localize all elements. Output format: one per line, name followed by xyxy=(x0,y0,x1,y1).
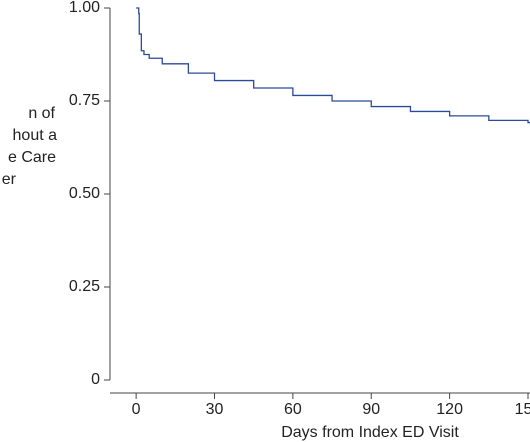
y-tick-label: 0.50 xyxy=(69,185,100,202)
x-tick-label: 30 xyxy=(206,401,224,418)
y-tick-label: 0.25 xyxy=(69,278,100,295)
y-axis-label: hout a xyxy=(13,127,58,144)
y-axis-label: n of xyxy=(28,105,55,122)
x-axis-label: Days from Index ED Visit xyxy=(281,424,459,441)
y-tick-label: 0 xyxy=(91,371,100,388)
x-tick-label: 120 xyxy=(436,401,463,418)
x-tick-label: 150 xyxy=(515,401,530,418)
y-axis-label: er xyxy=(2,171,17,188)
x-tick-label: 60 xyxy=(284,401,302,418)
y-tick-label: 0.75 xyxy=(69,92,100,109)
survival-curve xyxy=(136,7,530,124)
y-tick-label: 1.00 xyxy=(69,0,100,16)
x-tick-label: 0 xyxy=(132,401,141,418)
y-axis-label: e Care xyxy=(8,149,56,166)
x-tick-label: 90 xyxy=(362,401,380,418)
